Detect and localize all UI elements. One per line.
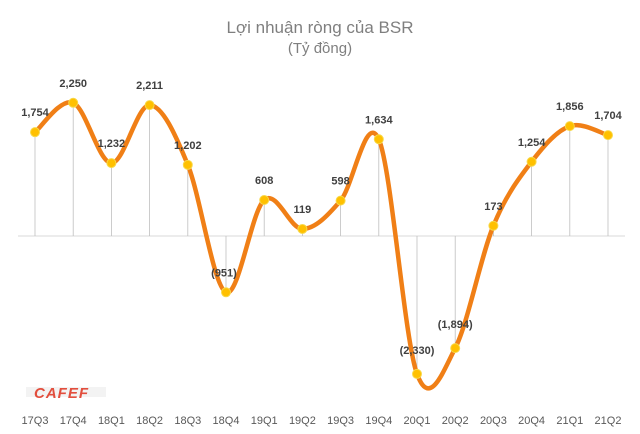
data-label: 598 bbox=[331, 176, 349, 188]
data-label: 2,250 bbox=[59, 78, 87, 90]
data-label: 608 bbox=[255, 175, 273, 187]
data-label: 1,704 bbox=[594, 110, 622, 122]
data-label: 173 bbox=[484, 201, 502, 213]
data-label: 1,254 bbox=[518, 137, 546, 149]
x-tick-label: 19Q4 bbox=[365, 415, 392, 427]
data-point bbox=[373, 134, 384, 145]
data-point bbox=[30, 127, 40, 138]
x-tick-label: 20Q1 bbox=[404, 415, 431, 427]
data-label: 1,232 bbox=[98, 138, 126, 150]
data-point bbox=[221, 287, 231, 298]
x-tick-label: 17Q3 bbox=[22, 415, 49, 427]
data-point bbox=[603, 130, 613, 141]
data-label: 119 bbox=[294, 204, 312, 216]
data-label: (2,330) bbox=[400, 345, 435, 357]
x-axis-ticks: 17Q3 17Q4 18Q1 18Q2 18Q3 18Q4 19Q1 19Q2 19Q3 19Q4… bbox=[22, 415, 622, 427]
data-label: 2,211 bbox=[136, 80, 163, 92]
data-point bbox=[488, 220, 499, 231]
x-tick-label: 18Q1 bbox=[98, 415, 125, 427]
data-point bbox=[144, 100, 155, 111]
x-tick-label: 21Q2 bbox=[595, 415, 622, 427]
data-label: 1,856 bbox=[556, 101, 584, 113]
data-point bbox=[412, 368, 422, 379]
data-point bbox=[182, 159, 193, 170]
data-label: (1,894) bbox=[438, 319, 473, 331]
x-tick-label: 20Q2 bbox=[442, 415, 469, 427]
data-point bbox=[259, 195, 270, 206]
data-point bbox=[297, 223, 308, 234]
x-tick-label: 18Q2 bbox=[136, 415, 163, 427]
cafef-logo: CAFEF bbox=[26, 385, 106, 402]
cafef-logo-text: CAFEF bbox=[34, 385, 89, 402]
data-label: 1,202 bbox=[174, 140, 202, 152]
x-tick-label: 19Q3 bbox=[327, 415, 354, 427]
data-label: 1,754 bbox=[21, 107, 49, 119]
data-labels: 1,754 2,250 1,232 2,211 1,202 (951) 608 119 598 1… bbox=[21, 78, 622, 357]
data-point bbox=[450, 343, 461, 354]
data-label: 1,634 bbox=[365, 114, 393, 126]
x-tick-label: 20Q4 bbox=[518, 415, 545, 427]
drop-lines bbox=[34, 102, 609, 374]
x-tick-label: 18Q3 bbox=[174, 415, 201, 427]
x-tick-label: 19Q1 bbox=[251, 415, 278, 427]
chart-subtitle: (Tỷ đồng) bbox=[288, 40, 352, 57]
data-point bbox=[564, 121, 575, 132]
x-tick-label: 19Q2 bbox=[289, 415, 316, 427]
data-markers bbox=[30, 97, 613, 379]
data-point bbox=[106, 158, 117, 169]
x-tick-label: 18Q4 bbox=[213, 415, 240, 427]
data-label: (951) bbox=[211, 267, 237, 279]
data-point bbox=[68, 97, 79, 108]
data-point bbox=[526, 156, 537, 167]
x-tick-label: 17Q4 bbox=[60, 415, 87, 427]
x-tick-label: 20Q3 bbox=[480, 415, 507, 427]
chart-title: Lợi nhuận ròng của BSR bbox=[227, 18, 414, 37]
x-tick-label: 21Q1 bbox=[556, 415, 583, 427]
data-point bbox=[335, 195, 346, 206]
